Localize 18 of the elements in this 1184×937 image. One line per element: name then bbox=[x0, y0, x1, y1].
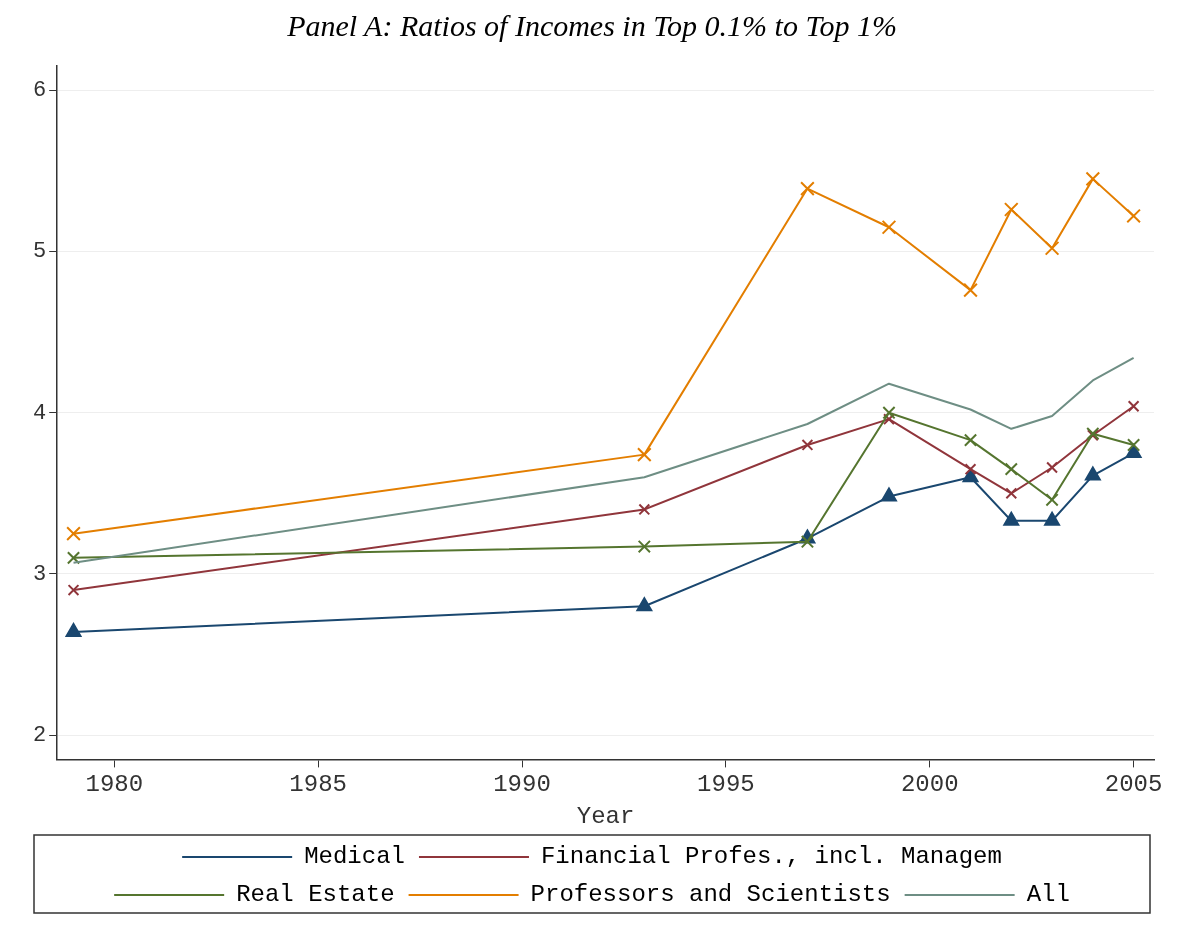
y-tick-label: 5 bbox=[33, 239, 47, 265]
x-tick-label: 1980 bbox=[85, 771, 144, 799]
x-axis-title: Year bbox=[576, 802, 635, 830]
x-tick-label: 1985 bbox=[289, 771, 347, 799]
y-tick-label: 6 bbox=[33, 78, 47, 104]
chart-title: Panel A: Ratios of Incomes in Top 0.1% to Top 1% bbox=[286, 8, 897, 42]
legend-label: Real Estate bbox=[236, 881, 395, 909]
legend-label: All bbox=[1026, 881, 1070, 909]
y-tick-label: 4 bbox=[33, 400, 47, 426]
x-tick-label: 2005 bbox=[1104, 771, 1163, 799]
x-tick-label: 1995 bbox=[697, 771, 755, 799]
legend-label: Professors and Scientists bbox=[530, 881, 891, 909]
legend-label: Medical bbox=[304, 843, 405, 871]
y-tick-label: 3 bbox=[33, 561, 47, 587]
x-tick-label: 2000 bbox=[900, 771, 959, 799]
y-tick-label: 2 bbox=[33, 723, 47, 749]
legend-label: Financial Profes., incl. Managem bbox=[540, 843, 1002, 871]
x-tick-label: 1990 bbox=[493, 771, 551, 799]
